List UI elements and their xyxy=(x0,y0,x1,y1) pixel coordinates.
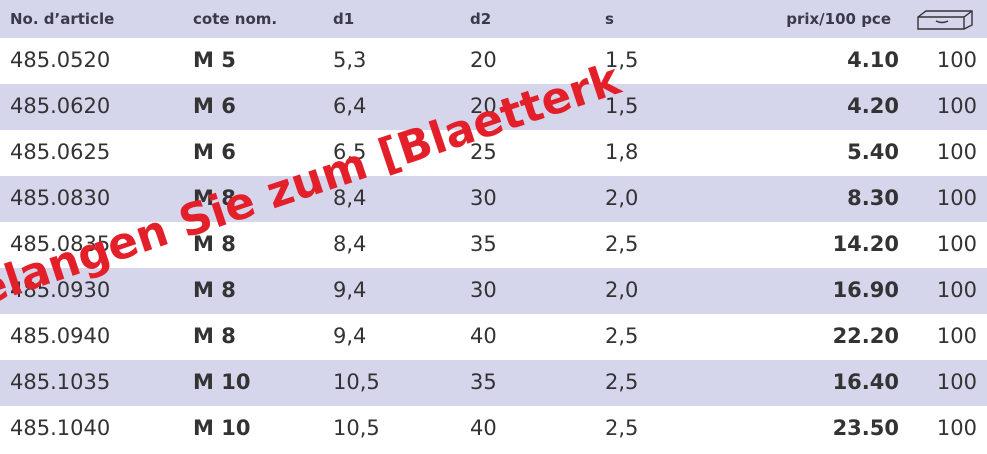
cell: 2,5 xyxy=(605,370,639,394)
cell: 25 xyxy=(470,140,497,164)
cell: 30 xyxy=(470,278,497,302)
cell: M 8 xyxy=(193,324,236,348)
cell: 1,5 xyxy=(605,94,639,118)
cell: 485.0830 xyxy=(10,186,111,210)
header-cell: cote nom. xyxy=(193,10,278,28)
cell: 485.0940 xyxy=(10,324,111,348)
cell: 2,5 xyxy=(605,416,639,440)
cell: 2,5 xyxy=(605,232,639,256)
cell: 485.0835 xyxy=(10,232,111,256)
cell: 8.30 xyxy=(847,186,899,210)
cell: 10,5 xyxy=(333,370,380,394)
cell: 14.20 xyxy=(832,232,899,256)
table-row: 485.1040 M 10 10,5 40 2,5 23.50 100 xyxy=(0,406,987,452)
table-row: 485.0620 M 6 6,4 20 1,5 4.20 100 xyxy=(0,84,987,130)
cell: M 10 xyxy=(193,416,251,440)
cell: 20 xyxy=(470,48,497,72)
cell: 10,5 xyxy=(333,416,380,440)
cell: 485.0625 xyxy=(10,140,111,164)
cell: 8,4 xyxy=(333,232,367,256)
cell: 100 xyxy=(936,232,977,256)
cell: M 6 xyxy=(193,140,236,164)
cell: 100 xyxy=(936,370,977,394)
cell: 23.50 xyxy=(832,416,899,440)
table-row: 485.0520 M 5 5,3 20 1,5 4.10 100 xyxy=(0,38,987,84)
cell: 100 xyxy=(936,278,977,302)
cell: 100 xyxy=(936,48,977,72)
cell: 5,3 xyxy=(333,48,367,72)
cell: M 5 xyxy=(193,48,236,72)
cell: 485.0620 xyxy=(10,94,111,118)
cell: 2,0 xyxy=(605,186,639,210)
cell: 6,4 xyxy=(333,94,367,118)
header-cell: d2 xyxy=(470,10,492,28)
table-row: 485.0930 M 8 9,4 30 2,0 16.90 100 xyxy=(0,268,987,314)
cell: 30 xyxy=(470,186,497,210)
cell: 2,0 xyxy=(605,278,639,302)
cell: M 6 xyxy=(193,94,236,118)
cell: 100 xyxy=(936,186,977,210)
cell: 100 xyxy=(936,94,977,118)
cell: 100 xyxy=(936,324,977,348)
table-row: 485.0830 M 8 8,4 30 2,0 8.30 100 xyxy=(0,176,987,222)
cell: 100 xyxy=(936,416,977,440)
cell: 16.40 xyxy=(832,370,899,394)
table-row: 485.1035 M 10 10,5 35 2,5 16.40 100 xyxy=(0,360,987,406)
cell: 35 xyxy=(470,232,497,256)
cell: 485.0520 xyxy=(10,48,111,72)
cell: 20 xyxy=(470,94,497,118)
header-cell: No. d’article xyxy=(10,10,115,28)
cell: 9,4 xyxy=(333,324,367,348)
cell: 35 xyxy=(470,370,497,394)
cell: 4.20 xyxy=(847,94,899,118)
cell: 2,5 xyxy=(605,324,639,348)
cell: 40 xyxy=(470,416,497,440)
cell: 8,4 xyxy=(333,186,367,210)
cell: 16.90 xyxy=(832,278,899,302)
cell: 6,5 xyxy=(333,140,367,164)
header-row: No. d’article cote nom. d1 d2 s prix/100 pce xyxy=(0,0,987,38)
cell: M 8 xyxy=(193,232,236,256)
cell: 40 xyxy=(470,324,497,348)
table-row: 485.0940 M 8 9,4 40 2,5 22.20 100 xyxy=(0,314,987,360)
cell: 9,4 xyxy=(333,278,367,302)
cell: 4.10 xyxy=(847,48,899,72)
cell: 22.20 xyxy=(832,324,899,348)
cell: 100 xyxy=(936,140,977,164)
table-row: 485.0625 M 6 6,5 25 1,8 5.40 100 xyxy=(0,130,987,176)
header-cell: d1 xyxy=(333,10,355,28)
cell: 485.0930 xyxy=(10,278,111,302)
cell: M 8 xyxy=(193,278,236,302)
cell: 1,8 xyxy=(605,140,639,164)
cell: 1,5 xyxy=(605,48,639,72)
cell: 5.40 xyxy=(847,140,899,164)
header-cell: prix/100 pce xyxy=(786,10,891,28)
cell: 485.1035 xyxy=(10,370,111,394)
cell: M 8 xyxy=(193,186,236,210)
cell: 485.1040 xyxy=(10,416,111,440)
header-cell: s xyxy=(605,10,614,28)
box-icon xyxy=(917,10,973,30)
cell: M 10 xyxy=(193,370,251,394)
table-row: 485.0835 M 8 8,4 35 2,5 14.20 100 xyxy=(0,222,987,268)
